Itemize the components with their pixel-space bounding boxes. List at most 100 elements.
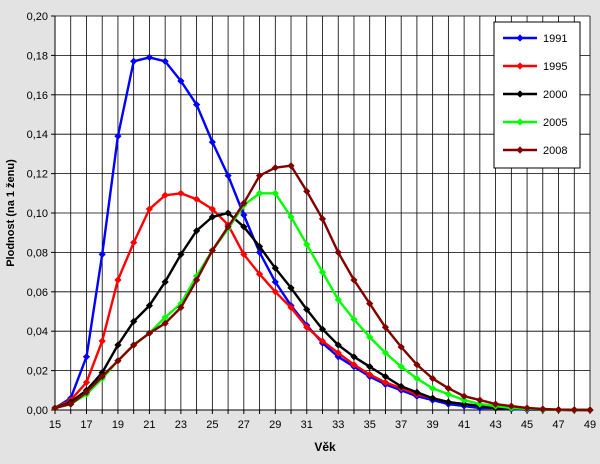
data-point — [177, 303, 185, 312]
data-point — [193, 195, 201, 203]
data-point — [193, 272, 201, 280]
data-point — [303, 305, 311, 314]
data-point — [460, 400, 468, 408]
data-point — [287, 162, 295, 170]
data-point — [240, 223, 248, 231]
data-point — [177, 77, 185, 85]
data-point — [476, 400, 484, 408]
data-point — [82, 378, 91, 387]
data-point — [318, 215, 327, 223]
data-point — [114, 341, 122, 349]
data-point — [130, 238, 138, 247]
data-point — [334, 248, 342, 256]
data-point — [224, 223, 232, 231]
data-point — [397, 363, 405, 371]
data-point — [161, 313, 169, 322]
y-axis-label: Plodnost (na 1 ženu) — [5, 159, 17, 267]
x-tick-label: 37 — [395, 419, 407, 431]
data-point — [350, 315, 358, 323]
data-point — [491, 400, 500, 408]
legend-label: 1991 — [543, 33, 567, 45]
y-tick-label: 0,08 — [27, 247, 48, 259]
data-point — [255, 171, 264, 180]
data-point — [271, 264, 279, 272]
data-point — [193, 227, 201, 235]
data-point — [429, 374, 437, 383]
data-point — [303, 240, 311, 249]
data-point — [271, 278, 279, 286]
data-point — [429, 394, 437, 402]
data-point — [208, 205, 216, 213]
y-tick-label: 0,04 — [27, 326, 48, 338]
data-point — [255, 242, 264, 251]
data-point — [318, 337, 327, 345]
data-point — [334, 349, 342, 357]
data-point — [114, 357, 122, 365]
data-point — [381, 378, 390, 387]
data-point — [114, 132, 122, 140]
legend-item-1995: 1995 — [503, 61, 567, 73]
x-tick-labels: 15 17 19 21 23 25 27 29 31 33 35 37 39 41 43 45 47 49 — [49, 419, 596, 431]
data-point — [67, 400, 75, 408]
data-point — [145, 205, 154, 213]
y-tick-labels: 0,00 0,02 0,04 0,06 0,08 0,10 0,12 0,14 0,16 0,18… — [27, 11, 48, 417]
data-point — [303, 187, 311, 195]
data-point — [240, 250, 248, 258]
data-point — [586, 406, 594, 414]
data-point — [255, 270, 264, 278]
data-point — [82, 353, 91, 361]
data-point — [208, 246, 216, 255]
y-tick-label: 0,02 — [27, 366, 48, 378]
data-point — [413, 361, 421, 369]
x-tick-label: 47 — [552, 419, 564, 431]
data-point — [98, 337, 106, 345]
x-tick-label: 21 — [143, 419, 155, 431]
x-tick-label: 43 — [489, 419, 501, 431]
data-point — [303, 323, 311, 331]
x-tick-label: 25 — [206, 419, 218, 431]
data-point — [145, 301, 154, 310]
data-point — [413, 388, 421, 396]
data-point — [271, 164, 279, 172]
data-point — [381, 323, 390, 331]
data-point — [193, 276, 201, 284]
data-point — [145, 53, 154, 61]
series — [51, 53, 594, 414]
data-point — [98, 250, 106, 258]
data-point — [318, 325, 327, 333]
data-point — [271, 189, 279, 197]
data-point — [460, 392, 468, 400]
data-point — [114, 276, 122, 284]
y-tick-label: 0,06 — [27, 287, 48, 299]
legend-label: 2008 — [543, 145, 567, 157]
data-point — [177, 189, 185, 197]
data-point — [255, 189, 264, 197]
data-point — [444, 398, 452, 406]
x-tick-label: 29 — [269, 419, 281, 431]
data-point — [51, 404, 59, 412]
legend-item-2005: 2005 — [503, 117, 567, 129]
data-point — [397, 382, 405, 390]
data-point — [271, 288, 279, 296]
x-tick-label: 15 — [49, 419, 61, 431]
data-point — [161, 191, 169, 199]
y-tick-label: 0,20 — [27, 11, 48, 23]
y-tick-label: 0,18 — [27, 50, 48, 62]
data-point — [161, 319, 169, 327]
data-point — [539, 405, 547, 413]
data-point — [287, 213, 295, 221]
data-point — [366, 333, 374, 341]
grid — [54, 15, 591, 411]
x-axis-label: Věk — [314, 440, 336, 454]
data-point — [429, 384, 437, 392]
data-point — [554, 406, 563, 414]
x-tick-label: 39 — [427, 419, 439, 431]
y-tick-label: 0,14 — [27, 129, 48, 141]
y-tick-label: 0,00 — [27, 405, 48, 417]
data-point — [366, 300, 374, 308]
data-point — [444, 384, 452, 392]
x-tick-label: 33 — [332, 419, 344, 431]
legend: 1991 1995 2000 2005 2008 — [493, 21, 581, 169]
